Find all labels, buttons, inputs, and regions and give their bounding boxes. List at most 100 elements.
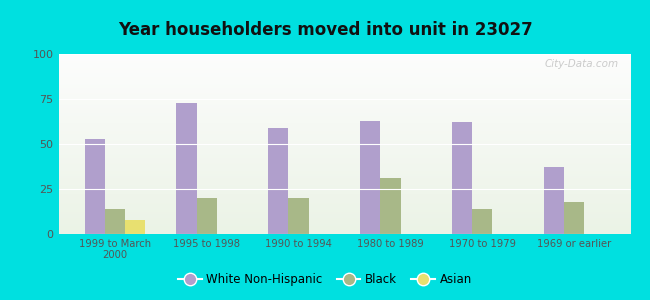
Bar [58,165,630,166]
Bar [58,118,630,119]
Bar [58,126,630,127]
Bar [58,208,630,209]
Bar [58,80,630,81]
Bar [58,198,630,199]
Bar [58,74,630,75]
Bar [58,69,630,70]
Bar [58,109,630,110]
Bar [58,129,630,130]
Bar [58,176,630,177]
Bar [58,147,630,148]
Bar [58,85,630,86]
Bar [58,193,630,194]
Bar [58,108,630,109]
Bar [58,146,630,147]
Bar [58,172,630,173]
Bar [58,207,630,208]
Bar [58,232,630,233]
Bar [58,222,630,223]
Bar [58,175,630,176]
Bar [58,195,630,196]
Bar [58,209,630,210]
Bar [58,99,630,100]
Bar [380,178,400,234]
Bar [58,219,630,220]
Bar [58,103,630,104]
Bar [58,188,630,189]
Bar [125,220,145,234]
Bar [58,142,630,143]
Bar [58,76,630,77]
Bar [58,68,630,69]
Bar [58,82,630,83]
Bar [58,170,630,171]
Bar [58,214,630,215]
Bar [58,128,630,129]
Bar [472,209,493,234]
Bar [58,119,630,120]
Bar [58,190,630,191]
Bar [58,212,630,213]
Bar [58,226,630,227]
Bar [58,73,630,74]
Bar [58,227,630,228]
Bar [58,151,630,152]
Bar [58,202,630,203]
Bar [58,90,630,91]
Bar [58,66,630,67]
Bar [58,123,630,124]
Bar [58,213,630,214]
Bar [58,159,630,160]
Bar [58,54,630,55]
Bar [58,130,630,131]
Bar [58,153,630,154]
Bar [58,230,630,231]
Text: Year householders moved into unit in 23027: Year householders moved into unit in 230… [118,21,532,39]
Bar [58,93,630,94]
Bar [58,86,630,87]
Bar [58,173,630,174]
Bar [58,204,630,205]
Legend: White Non-Hispanic, Black, Asian: White Non-Hispanic, Black, Asian [174,269,476,291]
Bar [58,87,630,88]
Bar [58,182,630,183]
Bar [58,75,630,76]
Bar [360,121,380,234]
Bar [268,128,289,234]
Bar [58,200,630,201]
Bar [58,171,630,172]
Bar [58,110,630,111]
Bar [58,115,630,116]
Bar [58,139,630,140]
Bar [58,112,630,113]
Bar [105,209,125,234]
Bar [58,187,630,188]
Bar [58,88,630,89]
Bar [58,183,630,184]
Bar [58,194,630,195]
Bar [58,154,630,155]
Bar [58,60,630,61]
Bar [58,124,630,125]
Bar [58,81,630,82]
Bar [58,116,630,117]
Bar [564,202,584,234]
Bar [58,95,630,96]
Bar [58,203,630,204]
Bar [58,140,630,141]
Bar [58,67,630,68]
Bar [58,94,630,95]
Bar [58,107,630,108]
Bar [58,150,630,151]
Bar [58,70,630,71]
Bar [58,92,630,93]
Bar [58,127,630,128]
Bar [58,102,630,103]
Bar [58,152,630,153]
Bar [58,85,630,86]
Bar [58,148,630,149]
Bar [58,63,630,64]
Bar [58,144,630,145]
Bar [58,122,630,123]
Bar [58,104,630,105]
